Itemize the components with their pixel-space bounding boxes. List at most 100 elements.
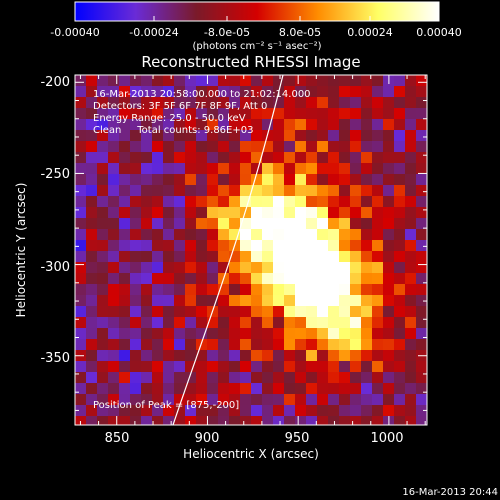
- heatmap-cell: [361, 130, 373, 142]
- heatmap-cell: [306, 163, 318, 175]
- heatmap-cell: [207, 97, 219, 109]
- heatmap-cell: [218, 185, 230, 197]
- heatmap-cell: [394, 361, 406, 373]
- heatmap-cell: [196, 229, 208, 241]
- heatmap-cell: [405, 86, 417, 98]
- heatmap-cell: [405, 196, 417, 208]
- heatmap-cell: [185, 108, 197, 120]
- heatmap-cell: [229, 350, 241, 362]
- heatmap-cell: [141, 328, 153, 340]
- heatmap-cell: [86, 339, 98, 351]
- heatmap-cell: [416, 394, 427, 406]
- heatmap-cell: [306, 372, 318, 384]
- heatmap-cell: [152, 328, 164, 340]
- heatmap-cell: [372, 295, 384, 307]
- heatmap-cell: [416, 196, 427, 208]
- heatmap-cell: [361, 240, 373, 252]
- heatmap-cell: [97, 361, 109, 373]
- heatmap-cell: [273, 405, 285, 417]
- heatmap-cell: [141, 262, 153, 274]
- heatmap-cell: [185, 240, 197, 252]
- heatmap-cell: [295, 295, 307, 307]
- heatmap-cell: [372, 372, 384, 384]
- heatmap-cell: [240, 207, 252, 219]
- heatmap-cell: [383, 273, 395, 285]
- heatmap-cell: [163, 416, 175, 425]
- heatmap-cell: [339, 295, 351, 307]
- heatmap-cell: [372, 218, 384, 230]
- heatmap-cell: [196, 207, 208, 219]
- heatmap-cell: [394, 328, 406, 340]
- heatmap-cell: [174, 207, 186, 219]
- heatmap-cell: [240, 273, 252, 285]
- heatmap-cell: [97, 383, 109, 395]
- heatmap-cell: [394, 152, 406, 164]
- heatmap-cell: [306, 383, 318, 395]
- heatmap-cell: [405, 218, 417, 230]
- heatmap-cell: [405, 405, 417, 417]
- heatmap-cell: [75, 207, 87, 219]
- heatmap-cell: [350, 174, 362, 186]
- heatmap-cell: [251, 328, 263, 340]
- heatmap-cell: [86, 306, 98, 318]
- heatmap-cell: [86, 295, 98, 307]
- heatmap-cell: [317, 97, 329, 109]
- heatmap-cell: [416, 240, 427, 252]
- heatmap-cell: [295, 361, 307, 373]
- heatmap-cell: [86, 240, 98, 252]
- heatmap-cell: [141, 383, 153, 395]
- heatmap-cell: [383, 218, 395, 230]
- heatmap-cell: [229, 119, 241, 131]
- heatmap-cell: [174, 174, 186, 186]
- heatmap-cell: [361, 405, 373, 417]
- heatmap-cell: [317, 130, 329, 142]
- heatmap-cell: [240, 416, 252, 425]
- heatmap-cell: [86, 229, 98, 241]
- heatmap-cell: [394, 394, 406, 406]
- heatmap-cell: [251, 405, 263, 417]
- heatmap-cell: [86, 130, 98, 142]
- heatmap-cell: [361, 317, 373, 329]
- heatmap-cell: [86, 328, 98, 340]
- heatmap-cell: [251, 141, 263, 153]
- heatmap-cell: [361, 284, 373, 296]
- heatmap-cell: [152, 97, 164, 109]
- heatmap-cell: [119, 405, 131, 417]
- heatmap-cell: [86, 405, 98, 417]
- heatmap-cell: [163, 295, 175, 307]
- heatmap-cell: [306, 185, 318, 197]
- heatmap-cell: [185, 141, 197, 153]
- heatmap-cell: [284, 185, 296, 197]
- heatmap-cell: [350, 141, 362, 153]
- heatmap-cell: [383, 405, 395, 417]
- heatmap-cell: [141, 163, 153, 175]
- heatmap-cell: [108, 306, 120, 318]
- colorbar-tick-label: -8.0e-05: [204, 26, 250, 39]
- heatmap-cell: [240, 306, 252, 318]
- heatmap-cell: [130, 372, 142, 384]
- heatmap-cell: [328, 339, 340, 351]
- heatmap-cell: [350, 416, 362, 425]
- heatmap-cell: [262, 306, 274, 318]
- heatmap-cell: [416, 119, 427, 131]
- heatmap-cell: [86, 163, 98, 175]
- heatmap-cell: [317, 273, 329, 285]
- heatmap-cell: [207, 295, 219, 307]
- heatmap-cell: [317, 86, 329, 98]
- heatmap-cell: [152, 339, 164, 351]
- heatmap-cell: [75, 185, 87, 197]
- heatmap-cell: [317, 240, 329, 252]
- heatmap-cell: [372, 284, 384, 296]
- heatmap-cell: [273, 196, 285, 208]
- heatmap-cell: [416, 97, 427, 109]
- heatmap-cell: [372, 306, 384, 318]
- heatmap-cell: [130, 317, 142, 329]
- heatmap-cell: [163, 119, 175, 131]
- heatmap-cell: [273, 207, 285, 219]
- heatmap-cell: [328, 152, 340, 164]
- heatmap-cell: [361, 394, 373, 406]
- heatmap-cell: [185, 75, 197, 87]
- heatmap-cell: [328, 394, 340, 406]
- heatmap-cell: [339, 372, 351, 384]
- heatmap-cell: [240, 229, 252, 241]
